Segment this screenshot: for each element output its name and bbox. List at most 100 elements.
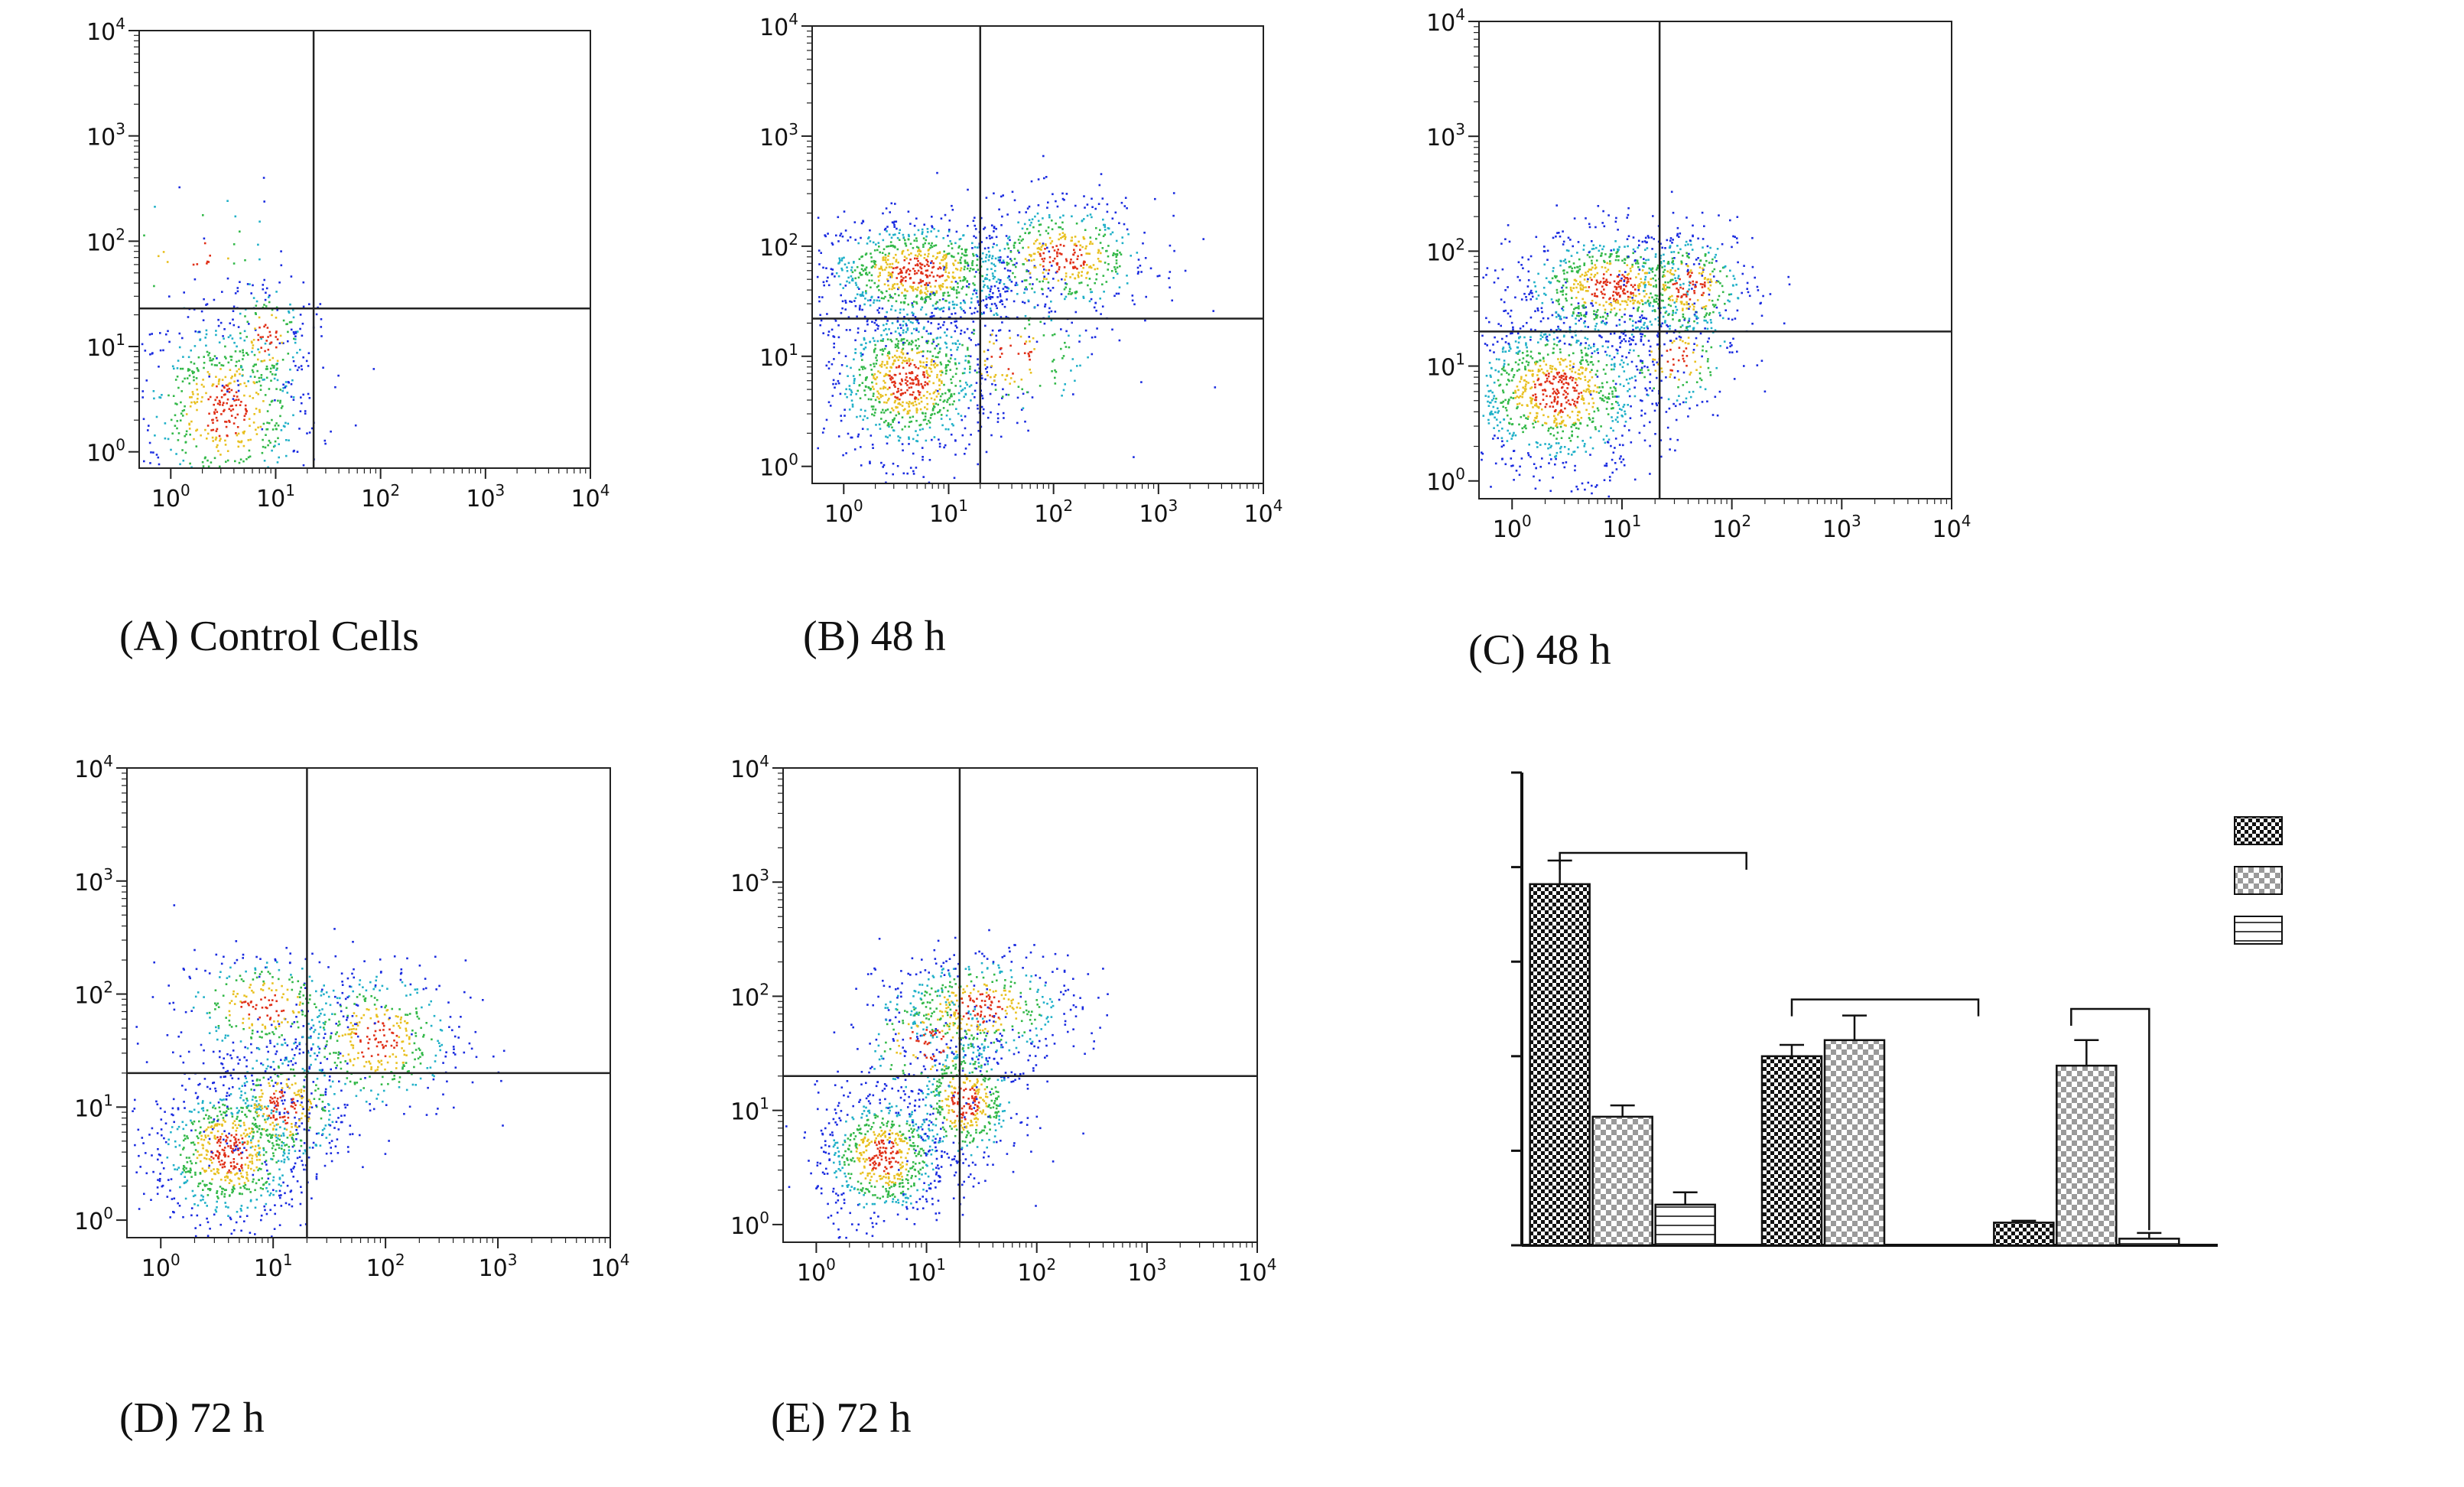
flow-dot bbox=[914, 257, 916, 260]
flow-dot bbox=[876, 309, 879, 311]
flow-dot bbox=[1552, 427, 1555, 430]
flow-dot bbox=[1568, 328, 1572, 330]
flow-dot bbox=[1564, 407, 1566, 410]
flow-dot bbox=[861, 293, 863, 296]
flow-dot bbox=[964, 311, 967, 314]
flow-dot bbox=[1516, 332, 1520, 335]
flow-dot bbox=[1624, 410, 1626, 413]
flow-dot bbox=[993, 275, 996, 278]
flow-dot bbox=[918, 424, 921, 427]
flow-dot bbox=[1599, 397, 1601, 399]
flow-dot bbox=[935, 307, 938, 310]
flow-dot bbox=[970, 384, 973, 386]
flow-dot bbox=[1576, 446, 1579, 449]
flow-dot bbox=[987, 246, 990, 249]
flow-dot bbox=[918, 345, 921, 347]
flow-dot bbox=[211, 418, 213, 421]
flow-dot bbox=[1100, 313, 1102, 315]
flow-dot bbox=[1641, 333, 1644, 336]
flow-dot bbox=[959, 261, 962, 264]
flow-dot bbox=[889, 296, 892, 299]
flow-dot bbox=[920, 271, 922, 274]
flow-dot bbox=[983, 284, 986, 286]
flow-dot bbox=[1627, 340, 1630, 343]
flow-dot bbox=[910, 402, 913, 405]
flow-dot bbox=[909, 223, 912, 225]
flow-dot bbox=[1072, 253, 1075, 256]
flow-dot bbox=[923, 326, 925, 329]
flow-dot bbox=[269, 370, 272, 373]
flow-dot bbox=[1643, 365, 1646, 368]
flow-dot bbox=[1489, 413, 1491, 416]
flow-dot bbox=[302, 464, 305, 467]
flow-dot bbox=[207, 354, 210, 356]
flow-dot bbox=[275, 388, 278, 390]
flow-dot bbox=[1701, 355, 1703, 358]
flow-dot bbox=[1542, 371, 1545, 374]
flow-dot bbox=[1557, 325, 1559, 328]
flow-dot bbox=[938, 299, 941, 301]
flow-dot bbox=[290, 275, 293, 278]
flow-dot bbox=[1575, 307, 1578, 309]
flow-dot bbox=[1656, 343, 1659, 346]
flow-dot bbox=[1557, 381, 1560, 383]
flow-dot bbox=[247, 456, 250, 459]
flow-dot bbox=[274, 444, 276, 447]
flow-dot bbox=[929, 332, 932, 335]
flow-dot bbox=[884, 347, 886, 350]
flow-dot bbox=[223, 402, 225, 404]
flow-dot bbox=[879, 393, 882, 396]
flow-dot bbox=[905, 269, 908, 272]
flow-dot bbox=[1586, 360, 1588, 363]
flow-dot bbox=[900, 282, 903, 285]
flow-dot bbox=[1581, 366, 1584, 369]
flow-dot bbox=[1046, 207, 1048, 209]
flow-dot bbox=[307, 365, 310, 367]
flow-dot bbox=[231, 337, 234, 340]
flow-dot bbox=[888, 397, 890, 400]
flow-dot bbox=[1565, 286, 1568, 289]
flow-dot bbox=[213, 411, 216, 414]
flow-dot bbox=[923, 395, 925, 397]
flow-dot bbox=[1565, 376, 1568, 378]
flow-dot bbox=[282, 387, 284, 389]
flow-dot bbox=[976, 295, 979, 298]
flow-dot bbox=[837, 336, 840, 339]
flow-dot bbox=[1547, 447, 1549, 450]
flow-dot bbox=[938, 350, 941, 353]
flow-dot bbox=[990, 365, 993, 367]
flow-dot bbox=[865, 290, 867, 292]
flow-dot bbox=[1612, 451, 1615, 454]
flow-dot bbox=[967, 225, 969, 227]
flow-dot bbox=[1083, 237, 1086, 240]
flow-dot bbox=[1594, 328, 1597, 330]
flow-dot bbox=[1605, 301, 1607, 304]
flow-dot bbox=[1592, 389, 1595, 392]
flow-dot bbox=[1566, 387, 1568, 389]
flow-dot bbox=[199, 339, 201, 341]
flow-dot bbox=[1627, 382, 1630, 385]
flow-dot bbox=[948, 272, 951, 274]
flow-dot bbox=[1640, 415, 1643, 417]
flow-dot bbox=[955, 230, 958, 233]
flow-dot bbox=[932, 338, 935, 341]
flow-dot bbox=[996, 314, 999, 316]
flow-dot bbox=[952, 262, 954, 265]
flow-dot bbox=[1550, 298, 1553, 301]
flow-dot bbox=[301, 368, 303, 371]
flow-dot bbox=[967, 407, 970, 409]
flow-dot bbox=[913, 239, 915, 242]
flow-dot bbox=[958, 238, 961, 241]
flow-dot bbox=[1616, 282, 1618, 285]
flow-dot bbox=[891, 407, 893, 410]
flow-dot bbox=[1504, 238, 1507, 240]
flow-dot bbox=[870, 398, 873, 401]
flow-dot bbox=[1490, 486, 1492, 488]
flow-dot bbox=[252, 381, 255, 383]
flow-dot bbox=[1655, 268, 1658, 271]
flow-dot bbox=[865, 272, 867, 275]
flow-dot bbox=[981, 377, 983, 379]
flow-dot bbox=[242, 369, 244, 371]
flow-dot bbox=[1641, 269, 1644, 272]
